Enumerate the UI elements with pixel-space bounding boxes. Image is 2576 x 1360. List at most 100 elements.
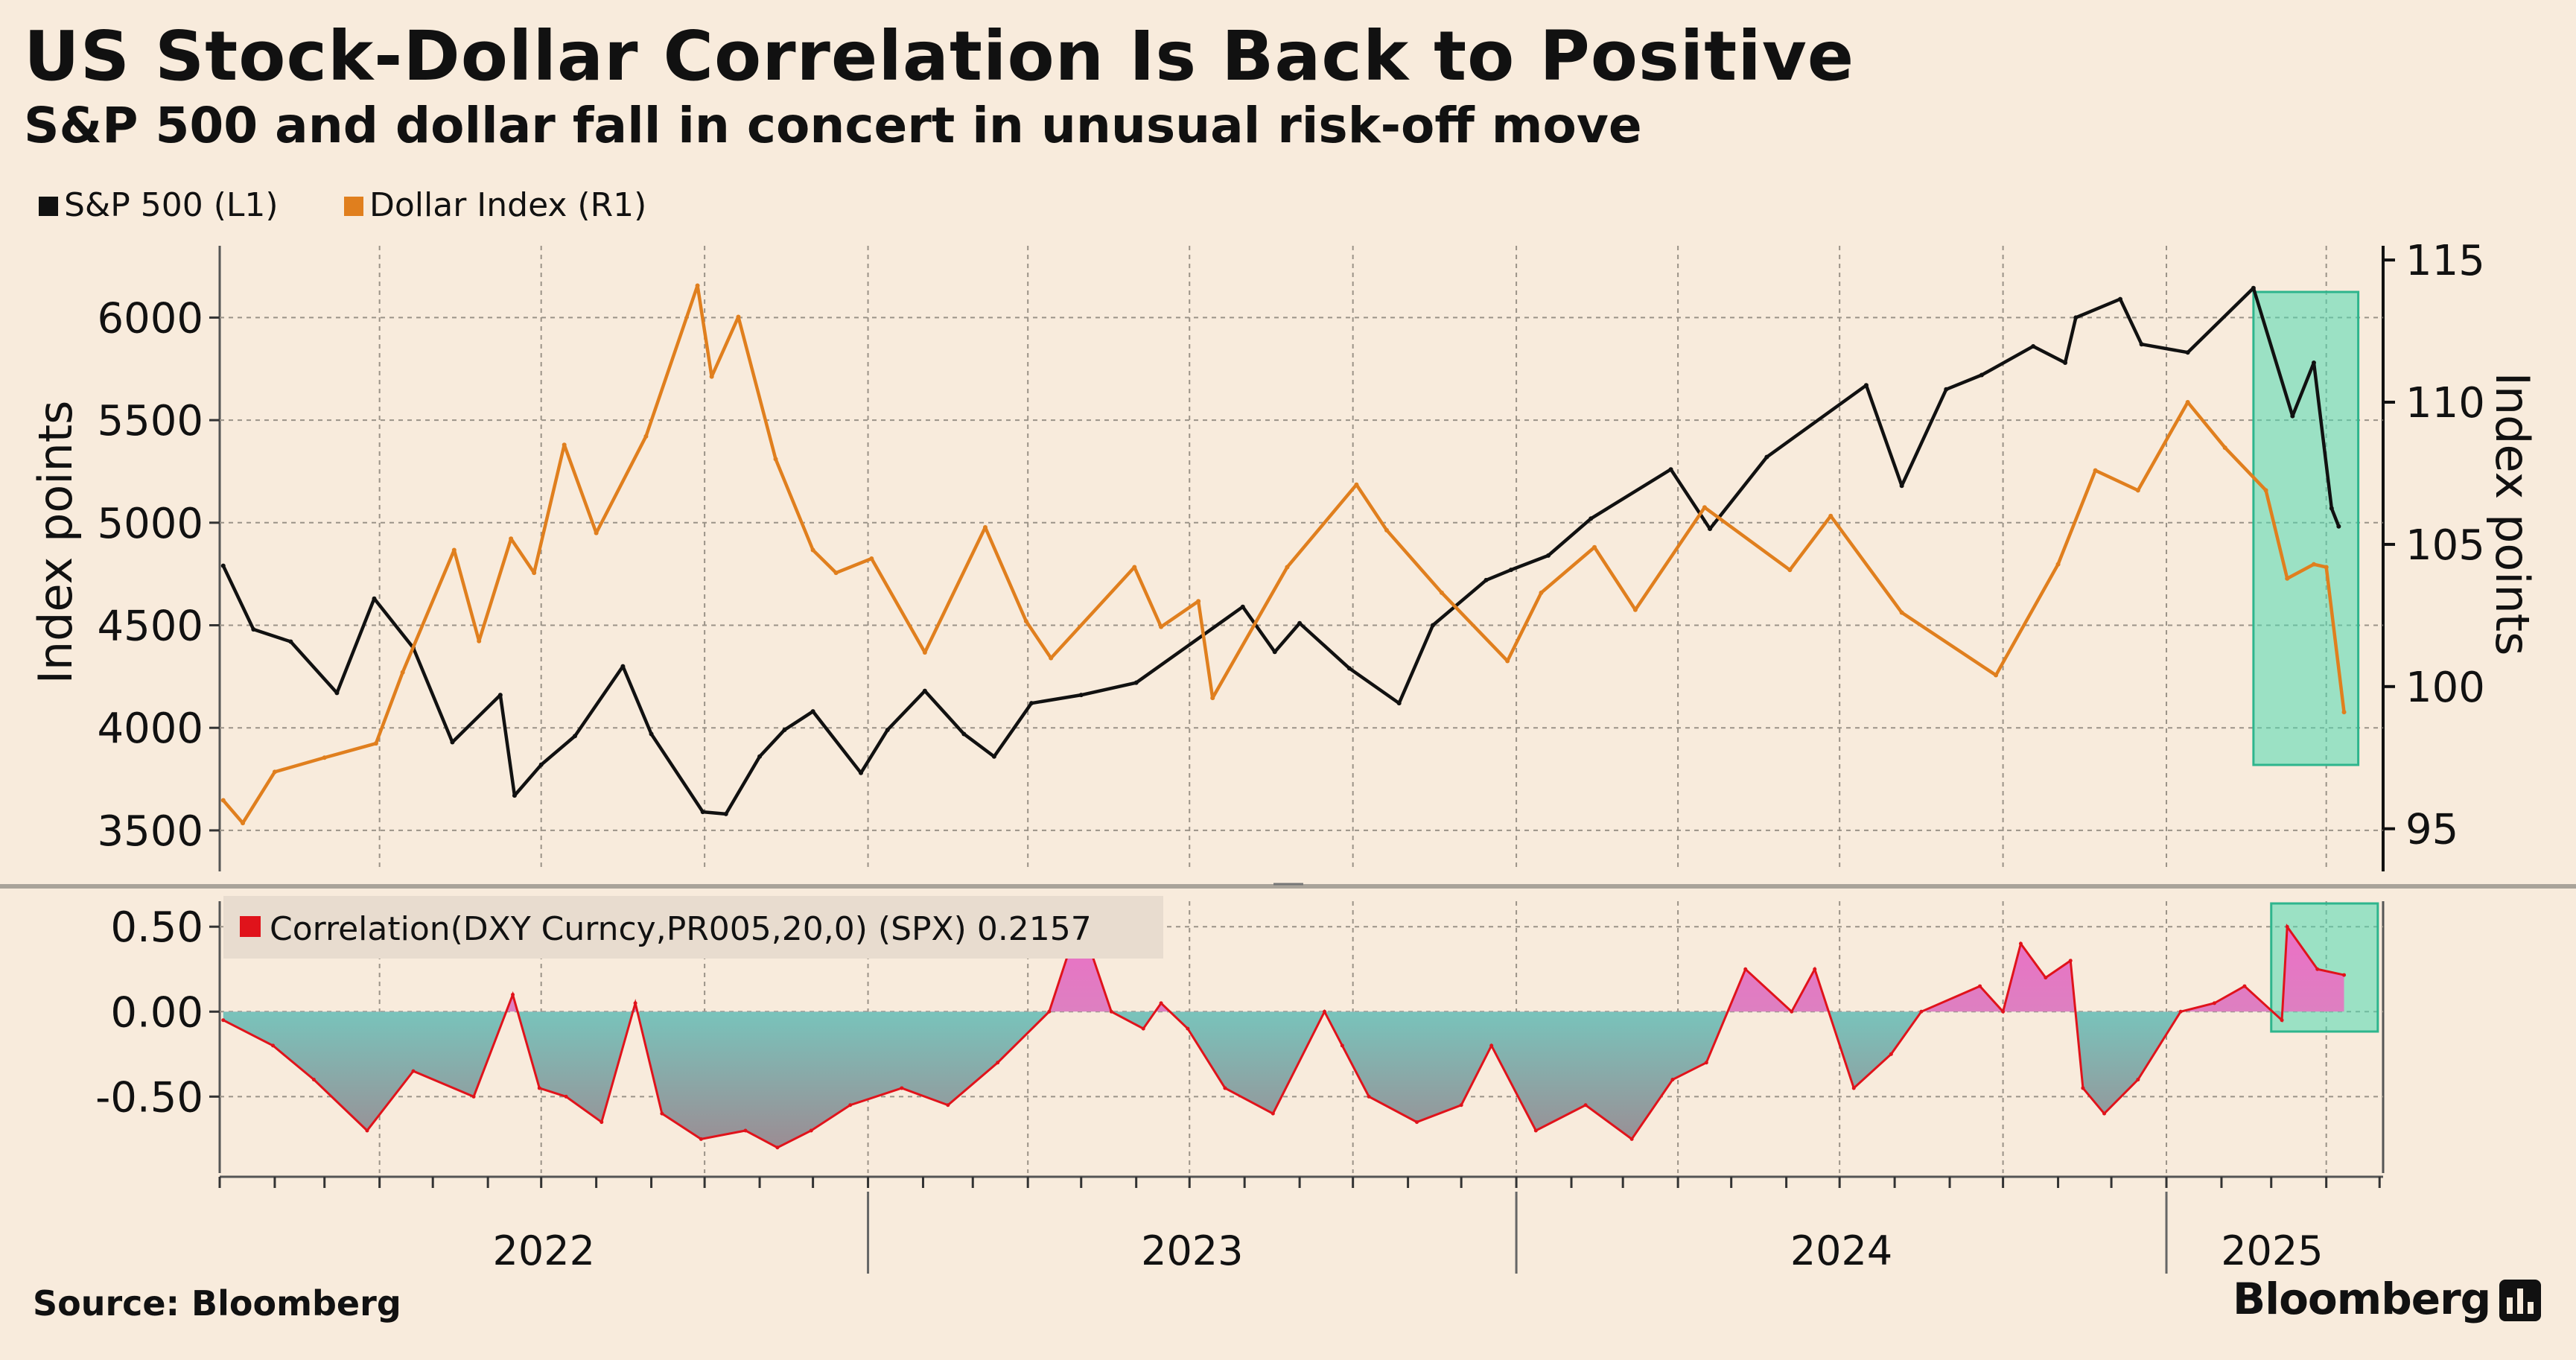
bloomberg-logo: Bloomberg (2233, 1274, 2491, 1324)
corr-negative-area (223, 1011, 2283, 1148)
spx-point (810, 709, 815, 714)
corr-legend-box (223, 896, 1163, 959)
corr-positive-area (223, 927, 2344, 1012)
corr-point (471, 1094, 476, 1099)
spx-line (221, 286, 2341, 816)
corr-point (1270, 1111, 1275, 1116)
corr-point (1670, 1078, 1675, 1082)
dxy-point (2263, 488, 2268, 493)
right-tick-label: 110 (2405, 379, 2485, 428)
dxy-point (1994, 673, 1999, 678)
corr-point (511, 992, 515, 997)
right-tick-label: 95 (2405, 806, 2458, 854)
corr-point (699, 1137, 703, 1141)
spx-point (1588, 516, 1594, 521)
spx-point (2063, 360, 2068, 365)
dxy-point (451, 547, 457, 553)
spx-point (1508, 568, 1513, 573)
corr-point (2018, 941, 2023, 946)
corr-point (775, 1145, 780, 1150)
dxy-point (869, 556, 874, 561)
corr-point (1790, 1009, 1794, 1014)
dxy-point (810, 547, 815, 553)
corr-point (1159, 1001, 1163, 1005)
spx-point (497, 693, 503, 698)
corr-point (1889, 1052, 1893, 1056)
corr-point (2178, 1009, 2183, 1014)
right-tick-label: 100 (2405, 664, 2485, 712)
corr-point (1583, 1103, 1588, 1108)
spx-point (1944, 387, 1949, 392)
corr-tick-label: 0.00 (110, 988, 203, 1037)
corr-point (2102, 1111, 2107, 1116)
dxy-point (1384, 527, 1389, 533)
dxy-point (1049, 655, 1054, 661)
x-tick-label: 2025 (2221, 1227, 2323, 1274)
corr-point (946, 1103, 950, 1108)
spx-point (757, 754, 763, 759)
dxy-point (643, 433, 649, 439)
legend-swatch-spx (39, 197, 58, 216)
spx-point (991, 754, 996, 759)
corr-point (2212, 1001, 2216, 1005)
spx-point (1708, 527, 1713, 532)
corr-point (2081, 1086, 2085, 1090)
spx-point (2329, 506, 2334, 511)
corr-point (1919, 1009, 1924, 1014)
spx-point (2139, 342, 2144, 347)
corr-point (1223, 1086, 1227, 1090)
dxy-point (1592, 544, 1597, 550)
corr-point (1743, 967, 1748, 971)
corr-point (1340, 1043, 1344, 1048)
left-tick-label: 4500 (97, 603, 203, 651)
dxy-point (2093, 468, 2098, 473)
spx-point (251, 627, 256, 632)
dxy-point (532, 571, 537, 576)
dxy-point (922, 650, 927, 655)
spx-point (782, 727, 787, 732)
spx-point (288, 639, 293, 644)
spx-point (220, 563, 226, 568)
spx-point (649, 731, 654, 737)
legend-swatch-dxy (344, 197, 363, 216)
spx-point (2311, 360, 2316, 365)
legend-swatch-corr (240, 916, 261, 937)
spx-point (723, 811, 728, 816)
spx-point (859, 770, 864, 775)
corr-point (809, 1128, 813, 1133)
spx-point (1272, 649, 1277, 655)
corr-point (2315, 967, 2320, 971)
corr-point (1459, 1103, 1463, 1108)
dxy-point (1196, 599, 1201, 604)
spx-point (700, 810, 705, 815)
corr-point (2242, 984, 2247, 988)
dxy-point (1899, 610, 1904, 615)
spx-point (2336, 524, 2341, 529)
dxy-point (2324, 565, 2329, 570)
dxy-point (1354, 482, 1359, 487)
dxy-point (1210, 696, 1215, 701)
spx-point (450, 740, 455, 745)
chart-subtitle: S&P 500 and dollar fall in concert in un… (24, 97, 1642, 154)
legend-label-spx: S&P 500 (L1) (64, 186, 279, 224)
dxy-point (982, 525, 988, 530)
spx-point (1396, 701, 1402, 706)
dxy-point (695, 283, 700, 288)
corr-point (600, 1120, 604, 1125)
spx-point (1078, 693, 1084, 698)
spx-point (1430, 623, 1435, 628)
right-axis-label: Index points (2485, 372, 2540, 656)
spx-point (1863, 383, 1869, 388)
spx-point (1899, 483, 1904, 489)
x-tick-label: 2022 (493, 1227, 595, 1274)
corr-point (1141, 1026, 1145, 1031)
corr-tick-label: -0.50 (95, 1073, 203, 1122)
legend-label-corr: Correlation(DXY Curncy,PR005,20,0) (SPX)… (270, 910, 1092, 948)
x-tick-label: 2024 (1790, 1227, 1892, 1274)
spx-point (538, 762, 544, 767)
dxy-point (2341, 710, 2347, 715)
right-tick-label: 115 (2405, 237, 2485, 285)
dxy-point (709, 374, 714, 379)
corr-point (900, 1086, 904, 1090)
